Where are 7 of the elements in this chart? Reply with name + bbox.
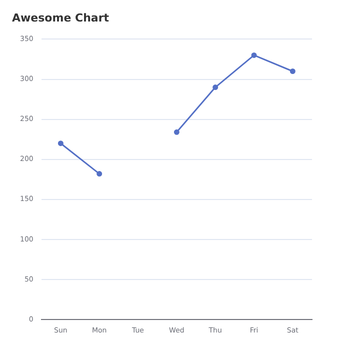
point [290,68,296,74]
point [96,171,102,177]
point [212,84,218,90]
point [174,129,180,135]
point [251,52,257,58]
point [58,140,64,146]
chart-title: Awesome Chart [12,11,110,24]
